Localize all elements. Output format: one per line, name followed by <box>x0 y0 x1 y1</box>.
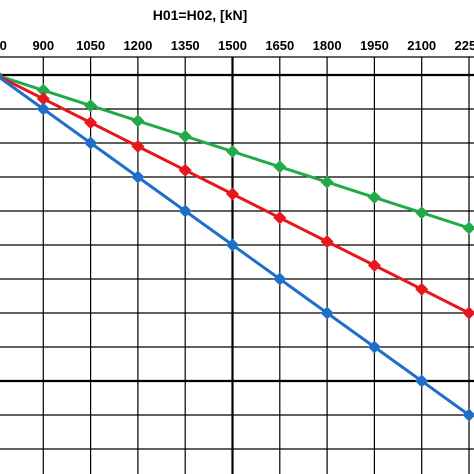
data-point-marker <box>273 160 287 174</box>
data-point-marker <box>131 170 145 184</box>
data-point-marker <box>273 211 287 225</box>
data-point-marker <box>273 272 287 286</box>
data-point-marker <box>226 145 239 158</box>
data-point-marker <box>178 163 192 177</box>
x-tick-label: 1050 <box>76 38 105 53</box>
data-point-marker <box>462 306 474 320</box>
data-point-marker <box>415 374 429 388</box>
data-point-marker <box>226 238 239 252</box>
x-tick-labels: 750 900 1050 1200 1350 1500 1650 1800 1950 2100 22… <box>0 38 474 53</box>
x-tick-label: 2250 <box>455 38 474 53</box>
data-point-marker <box>226 187 239 201</box>
data-point-marker <box>131 114 145 128</box>
data-point-marker <box>367 190 381 204</box>
data-point-marker <box>178 129 192 143</box>
data-point-marker <box>415 206 429 220</box>
data-point-marker <box>84 116 98 130</box>
data-point-marker <box>36 83 50 97</box>
data-point-marker <box>415 282 429 296</box>
data-point-marker <box>131 139 145 153</box>
data-point-marker <box>36 102 50 116</box>
x-tick-label: 750 <box>0 38 7 53</box>
x-tick-label: 900 <box>32 38 54 53</box>
x-tick-label: 1350 <box>171 38 200 53</box>
data-point-marker <box>462 221 474 235</box>
data-point-marker <box>320 235 334 249</box>
series-group <box>0 72 474 422</box>
data-point-marker <box>84 136 98 150</box>
x-tick-label: 1500 <box>218 38 247 53</box>
x-tick-label: 1200 <box>123 38 152 53</box>
x-tick-label: 1650 <box>265 38 294 53</box>
x-tick-label: 2100 <box>407 38 436 53</box>
data-point-marker <box>367 258 381 272</box>
grid <box>0 56 474 474</box>
data-point-marker <box>178 204 192 218</box>
data-point-marker <box>0 72 3 78</box>
data-point-marker <box>36 92 50 106</box>
x-tick-label: 1950 <box>360 38 389 53</box>
data-point-marker <box>84 99 98 113</box>
x-tick-label: 1800 <box>313 38 342 53</box>
chart-title: H01=H02, [kN] <box>153 7 248 23</box>
data-point-marker <box>367 340 381 354</box>
data-point-marker <box>320 306 334 320</box>
data-point-marker <box>462 408 474 422</box>
data-point-marker <box>320 175 334 189</box>
